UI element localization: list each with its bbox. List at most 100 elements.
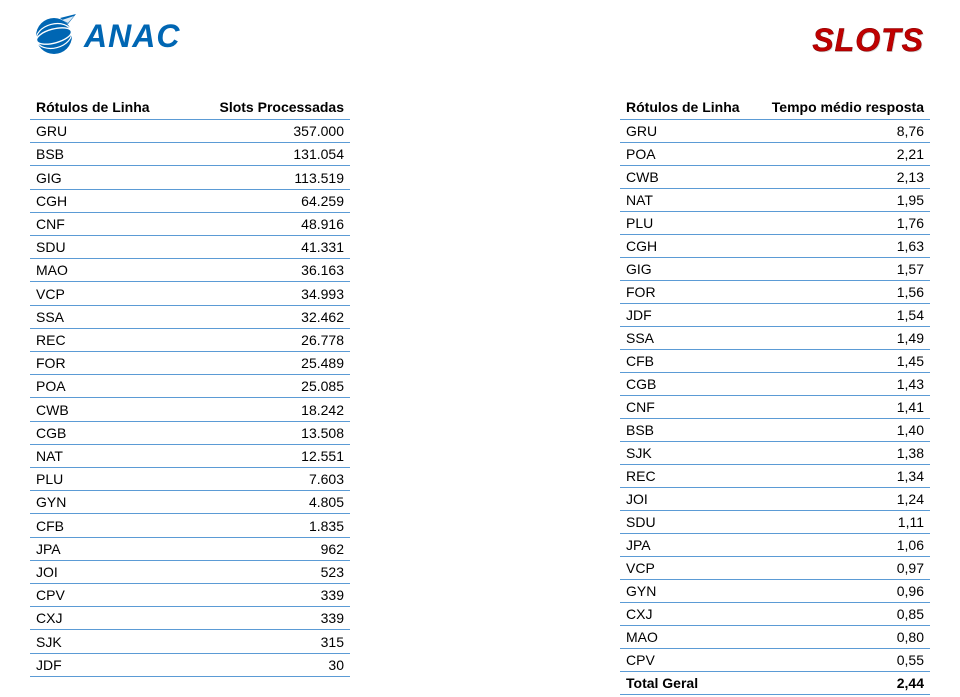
table-row: SDU1,11 — [620, 511, 930, 534]
row-value: 8,76 — [754, 120, 930, 143]
row-label: CGH — [620, 235, 754, 258]
row-label: JOI — [620, 488, 754, 511]
row-label: REC — [620, 465, 754, 488]
row-value: 962 — [183, 537, 350, 560]
row-label: PLU — [30, 468, 183, 491]
row-value: 1,45 — [754, 350, 930, 373]
row-value: 1,34 — [754, 465, 930, 488]
row-label: CXJ — [30, 607, 183, 630]
table-row: CFB1,45 — [620, 350, 930, 373]
page-title: SLOTS — [812, 22, 924, 59]
row-label: REC — [30, 328, 183, 351]
total-label: Total Geral — [620, 672, 754, 695]
row-value: 30 — [183, 653, 350, 676]
row-label: PLU — [620, 212, 754, 235]
table-row: CFB1.835 — [30, 514, 350, 537]
row-value: 25.085 — [183, 375, 350, 398]
row-value: 34.993 — [183, 282, 350, 305]
row-label: CNF — [30, 212, 183, 235]
row-label: SSA — [620, 327, 754, 350]
table-row: CGB1,43 — [620, 373, 930, 396]
row-value: 1.835 — [183, 514, 350, 537]
row-label: CPV — [30, 584, 183, 607]
table-row: CWB18.242 — [30, 398, 350, 421]
brand-logo: ANAC — [32, 14, 180, 58]
row-label: SSA — [30, 305, 183, 328]
row-value: 1,76 — [754, 212, 930, 235]
row-label: JOI — [30, 560, 183, 583]
row-value: 0,97 — [754, 557, 930, 580]
row-value: 41.331 — [183, 236, 350, 259]
table-row: REC26.778 — [30, 328, 350, 351]
table-row: CPV339 — [30, 584, 350, 607]
row-label: GYN — [30, 491, 183, 514]
table-row: FOR1,56 — [620, 281, 930, 304]
table-row: VCP34.993 — [30, 282, 350, 305]
row-label: FOR — [620, 281, 754, 304]
row-value: 523 — [183, 560, 350, 583]
total-value: 2,44 — [754, 672, 930, 695]
row-value: 48.916 — [183, 212, 350, 235]
row-value: 64.259 — [183, 189, 350, 212]
row-value: 0,96 — [754, 580, 930, 603]
table-row: FOR25.489 — [30, 352, 350, 375]
table-row: CGH64.259 — [30, 189, 350, 212]
row-label: CGB — [30, 421, 183, 444]
row-label: GIG — [620, 258, 754, 281]
table-row: GYN0,96 — [620, 580, 930, 603]
row-value: 2,13 — [754, 166, 930, 189]
row-label: CGH — [30, 189, 183, 212]
table-row: JOI523 — [30, 560, 350, 583]
row-value: 4.805 — [183, 491, 350, 514]
row-label: GRU — [620, 120, 754, 143]
table-row: POA25.085 — [30, 375, 350, 398]
row-label: BSB — [30, 143, 183, 166]
row-value: 18.242 — [183, 398, 350, 421]
table-row: NAT12.551 — [30, 444, 350, 467]
row-value: 25.489 — [183, 352, 350, 375]
row-value: 12.551 — [183, 444, 350, 467]
row-value: 339 — [183, 607, 350, 630]
row-value: 1,56 — [754, 281, 930, 304]
row-value: 131.054 — [183, 143, 350, 166]
row-label: BSB — [620, 419, 754, 442]
left-header-label: Rótulos de Linha — [30, 96, 183, 120]
total-row: Total Geral2,44 — [620, 672, 930, 695]
row-label: JDF — [620, 304, 754, 327]
table-row: POA2,21 — [620, 143, 930, 166]
table-row: CNF48.916 — [30, 212, 350, 235]
row-label: CGB — [620, 373, 754, 396]
row-value: 1,95 — [754, 189, 930, 212]
table-row: JDF30 — [30, 653, 350, 676]
row-label: SJK — [620, 442, 754, 465]
row-label: GYN — [620, 580, 754, 603]
row-label: MAO — [30, 259, 183, 282]
table-row: CWB2,13 — [620, 166, 930, 189]
right-header-label: Rótulos de Linha — [620, 96, 754, 120]
row-value: 1,57 — [754, 258, 930, 281]
row-label: NAT — [30, 444, 183, 467]
table-row: GYN4.805 — [30, 491, 350, 514]
table-row: CXJ339 — [30, 607, 350, 630]
row-label: JDF — [30, 653, 183, 676]
table-row: GRU357.000 — [30, 120, 350, 143]
row-label: CFB — [620, 350, 754, 373]
row-value: 1,40 — [754, 419, 930, 442]
row-value: 1,43 — [754, 373, 930, 396]
row-value: 0,85 — [754, 603, 930, 626]
brand-name: ANAC — [84, 18, 180, 55]
row-label: CPV — [620, 649, 754, 672]
right-header-value: Tempo médio resposta — [754, 96, 930, 120]
table-row: SJK1,38 — [620, 442, 930, 465]
row-label: VCP — [30, 282, 183, 305]
row-value: 0,55 — [754, 649, 930, 672]
table-row: MAO36.163 — [30, 259, 350, 282]
row-label: JPA — [30, 537, 183, 560]
row-label: FOR — [30, 352, 183, 375]
row-value: 339 — [183, 584, 350, 607]
row-label: SJK — [30, 630, 183, 653]
row-label: CXJ — [620, 603, 754, 626]
table-row: GIG113.519 — [30, 166, 350, 189]
row-label: GIG — [30, 166, 183, 189]
row-label: GRU — [30, 120, 183, 143]
